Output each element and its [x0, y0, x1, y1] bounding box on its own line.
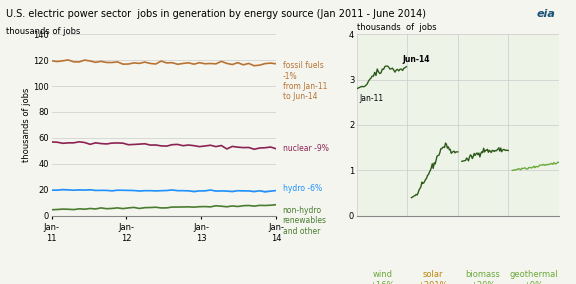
- Text: U.S. electric power sector  jobs in generation by energy source (Jan 2011 - June: U.S. electric power sector jobs in gener…: [6, 9, 426, 18]
- Text: wind
+16%: wind +16%: [369, 270, 395, 284]
- Text: Jun-14: Jun-14: [403, 55, 430, 64]
- Text: fossil fuels
-1%
from Jan-11
to Jun-14: fossil fuels -1% from Jan-11 to Jun-14: [283, 61, 327, 101]
- Text: geothermal
+9%: geothermal +9%: [509, 270, 558, 284]
- Text: biomass
+20%: biomass +20%: [465, 270, 501, 284]
- Text: solar
+201%: solar +201%: [417, 270, 448, 284]
- Text: nuclear -9%: nuclear -9%: [283, 144, 329, 153]
- Text: thousands of jobs: thousands of jobs: [6, 27, 80, 36]
- Text: thousands  of  jobs: thousands of jobs: [357, 23, 437, 32]
- Text: hydro -6%: hydro -6%: [283, 184, 322, 193]
- Text: Jan-11: Jan-11: [359, 94, 383, 103]
- Y-axis label: thousands of jobs: thousands of jobs: [21, 88, 31, 162]
- Text: non-hydro
renewables
and other: non-hydro renewables and other: [283, 206, 327, 236]
- Text: eia: eia: [537, 9, 556, 18]
